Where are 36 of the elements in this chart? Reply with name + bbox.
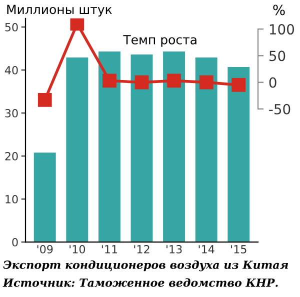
- bar: [130, 54, 153, 242]
- text: Источник: Таможенное ведомство КНР.: [2, 278, 278, 287]
- x-tick-label: '12: [134, 245, 150, 254]
- x-tick-label: '14: [198, 245, 214, 254]
- x-tick-label: '10: [70, 245, 86, 254]
- point: [102, 74, 116, 88]
- y2-tick-label: -50: [269, 104, 290, 114]
- y2-tick-label: 0: [269, 77, 276, 88]
- bar: [34, 152, 56, 242]
- bar: [163, 52, 186, 242]
- bar: [228, 67, 250, 242]
- y-tick-label: 0: [12, 238, 18, 246]
- point: [167, 74, 181, 88]
- x-tick-label: '09: [37, 245, 53, 254]
- y2-tick-label: 100: [270, 24, 294, 35]
- point: [232, 78, 246, 92]
- y-tick-label: 10: [6, 195, 18, 204]
- x-tick-label: '11: [102, 245, 118, 254]
- point: [134, 75, 149, 90]
- y2-tick-label: 50: [269, 50, 286, 62]
- x-tick-label: '13: [166, 245, 182, 254]
- y-tick-label: 30: [5, 109, 18, 118]
- y-tick-label: 40: [4, 66, 18, 74]
- text: Экспорт кондиционеров воздуха из Китая: [3, 260, 288, 272]
- point: [38, 92, 52, 107]
- y2-axis-title: %: [273, 4, 285, 16]
- y-axis-title: Миллионы штук: [7, 4, 112, 17]
- y-tick-label: 50: [5, 22, 18, 32]
- point: [70, 18, 84, 31]
- y-tick-label: 20: [5, 152, 18, 160]
- annotation: Темп роста: [123, 35, 196, 47]
- bar: [98, 52, 120, 242]
- bar: [195, 58, 218, 242]
- x-tick-label: '15: [231, 245, 246, 254]
- point: [199, 75, 214, 90]
- bar: [66, 58, 88, 242]
